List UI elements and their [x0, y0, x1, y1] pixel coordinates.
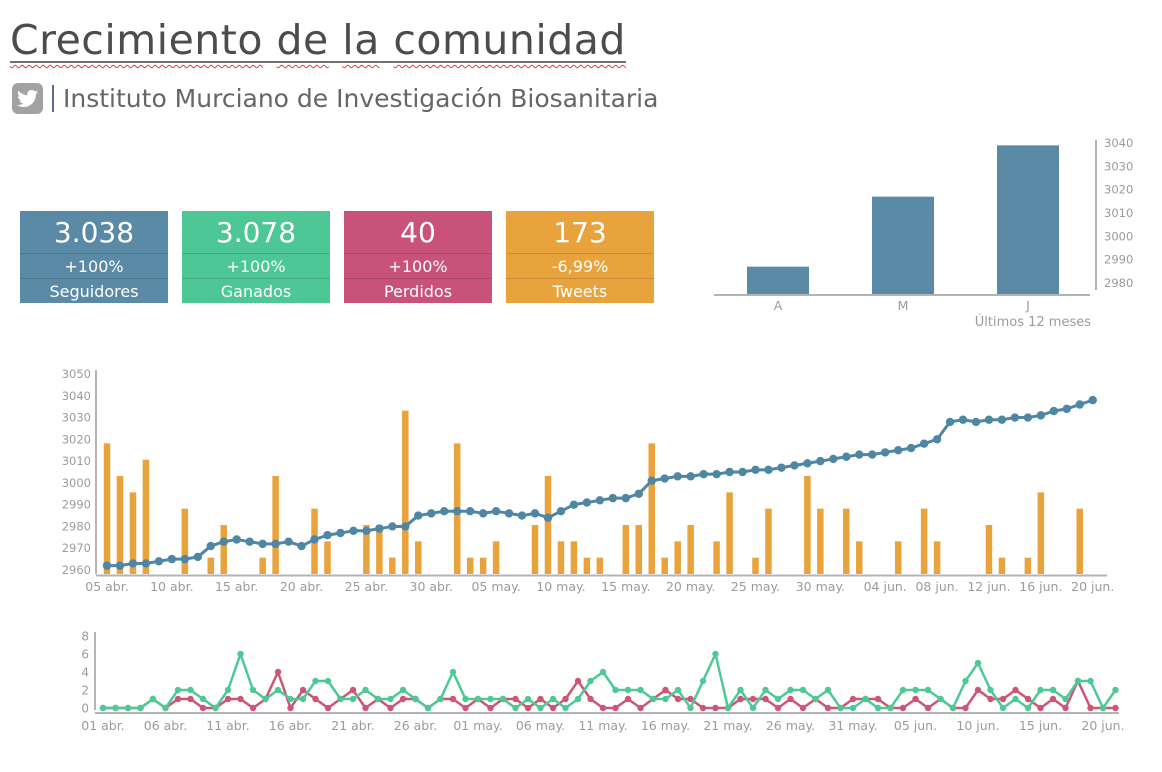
svg-text:16 abr.: 16 abr. [269, 718, 312, 733]
svg-text:2990: 2990 [1104, 253, 1133, 267]
svg-text:M: M [898, 298, 909, 313]
account-row: Instituto Murciano de Investigación Bios… [12, 83, 658, 114]
account-name: Instituto Murciano de Investigación Bios… [63, 84, 659, 113]
stat-label: Ganados [220, 282, 292, 301]
title-word: comunidad [393, 16, 626, 64]
svg-text:16 jun.: 16 jun. [1019, 579, 1062, 594]
stat-change: -6,99% [506, 254, 654, 279]
svg-text:15 jun.: 15 jun. [1019, 718, 1062, 733]
svg-text:3030: 3030 [62, 411, 91, 425]
stat-card-ganados: 3.078 +100% Ganados [182, 211, 330, 303]
title-word: Crecimiento [10, 16, 263, 64]
stat-value: 173 [506, 211, 654, 254]
svg-text:15 may.: 15 may. [601, 579, 650, 594]
svg-text:26 abr.: 26 abr. [394, 718, 437, 733]
stat-cards: 3.038 +100% Seguidores 3.078 +100% Ganad… [20, 211, 654, 303]
svg-text:01 abr.: 01 abr. [81, 718, 124, 733]
svg-text:2990: 2990 [62, 498, 91, 512]
svg-text:01 may.: 01 may. [453, 718, 502, 733]
svg-text:6: 6 [81, 648, 89, 662]
stat-label: Perdidos [383, 282, 453, 301]
svg-text:10 may.: 10 may. [536, 579, 585, 594]
svg-text:10 abr.: 10 abr. [150, 579, 193, 594]
svg-text:3050: 3050 [62, 367, 91, 381]
svg-text:20 jun.: 20 jun. [1081, 718, 1124, 733]
stat-label: Seguidores [49, 282, 139, 301]
svg-text:2980: 2980 [1104, 276, 1133, 290]
stat-value: 3.038 [20, 211, 168, 254]
svg-text:4: 4 [81, 666, 89, 680]
title-word: de [276, 16, 329, 64]
stat-card-perdidos: 40 +100% Perdidos [344, 211, 492, 303]
stat-change: +100% [344, 254, 492, 279]
svg-text:05 may.: 05 may. [471, 579, 520, 594]
svg-text:2980: 2980 [62, 519, 91, 533]
page-title: Crecimiento de la comunidad [10, 16, 626, 64]
stat-value: 40 [344, 211, 492, 254]
svg-text:3040: 3040 [62, 389, 91, 403]
svg-text:21 may.: 21 may. [703, 718, 752, 733]
svg-text:20 may.: 20 may. [666, 579, 715, 594]
svg-text:8: 8 [81, 630, 89, 644]
svg-text:2960: 2960 [62, 563, 91, 577]
svg-text:10 jun.: 10 jun. [956, 718, 999, 733]
svg-text:05 abr.: 05 abr. [85, 579, 128, 594]
svg-text:20 abr.: 20 abr. [280, 579, 323, 594]
svg-text:16 may.: 16 may. [641, 718, 690, 733]
svg-text:20 jun.: 20 jun. [1071, 579, 1114, 594]
svg-text:31 may.: 31 may. [828, 718, 877, 733]
svg-text:A: A [774, 298, 783, 313]
svg-text:08 jun.: 08 jun. [915, 579, 958, 594]
svg-text:2970: 2970 [62, 541, 91, 555]
svg-text:0: 0 [81, 702, 89, 716]
stat-card-tweets: 173 -6,99% Tweets [506, 211, 654, 303]
svg-text:3030: 3030 [1104, 159, 1133, 173]
svg-text:30 may.: 30 may. [796, 579, 845, 594]
followers-tweets-daily-chart: 3050 3040 3030 3020 3010 3000 2990 2980 2970 2960… [62, 367, 1115, 594]
svg-text:3020: 3020 [62, 432, 91, 446]
svg-text:30 abr.: 30 abr. [410, 579, 453, 594]
svg-text:11 abr.: 11 abr. [206, 718, 249, 733]
svg-text:3040: 3040 [1104, 136, 1133, 150]
svg-text:21 abr.: 21 abr. [331, 718, 374, 733]
svg-text:3010: 3010 [1104, 206, 1133, 220]
title-word: la [342, 16, 380, 64]
svg-text:06 abr.: 06 abr. [144, 718, 187, 733]
svg-text:05 jun.: 05 jun. [894, 718, 937, 733]
svg-text:J: J [1025, 298, 1030, 313]
stat-change: +100% [20, 254, 168, 279]
gained-lost-daily-chart: 8 6 4 2 0 01 abr. 06 abr. 11 abr. 16 abr. 21 abr.… [81, 630, 1124, 734]
stat-card-seguidores: 3.038 +100% Seguidores [20, 211, 168, 303]
stat-label: Tweets [552, 282, 608, 301]
svg-text:26 may.: 26 may. [766, 718, 815, 733]
twitter-icon [12, 83, 43, 114]
svg-text:3010: 3010 [62, 454, 91, 468]
stat-value: 3.078 [182, 211, 330, 254]
svg-text:3000: 3000 [62, 476, 91, 490]
svg-text:25 abr.: 25 abr. [345, 579, 388, 594]
svg-text:11 may.: 11 may. [578, 718, 627, 733]
svg-text:12 jun.: 12 jun. [967, 579, 1010, 594]
text-caret [52, 85, 54, 112]
svg-text:04 jun.: 04 jun. [864, 579, 907, 594]
svg-text:Últimos 12 meses: Últimos 12 meses [975, 314, 1091, 330]
svg-text:2: 2 [81, 684, 89, 698]
stat-change: +100% [182, 254, 330, 279]
svg-text:3000: 3000 [1104, 229, 1133, 243]
svg-text:15 abr.: 15 abr. [215, 579, 258, 594]
svg-text:06 may.: 06 may. [516, 718, 565, 733]
svg-text:3020: 3020 [1104, 183, 1133, 197]
svg-text:25 may.: 25 may. [731, 579, 780, 594]
